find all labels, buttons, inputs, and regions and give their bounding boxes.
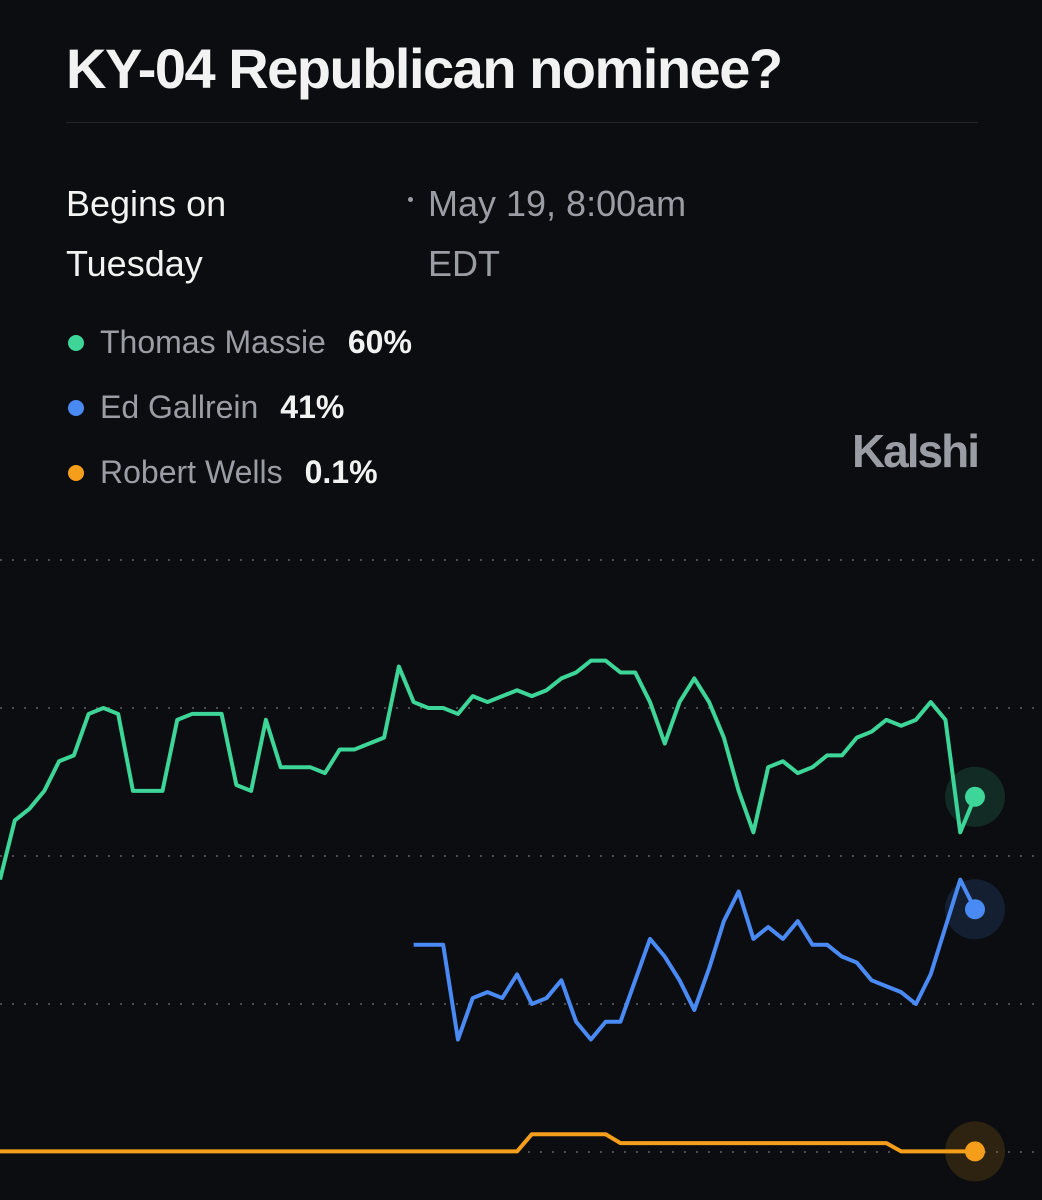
series-line — [0, 1132, 975, 1154]
end-dot — [965, 1141, 985, 1162]
legend-name: Ed Gallrein — [100, 389, 259, 425]
series-line — [413, 877, 977, 1042]
legend-dot — [68, 399, 84, 416]
series-line — [0, 658, 977, 881]
brand: Kalshi — [851, 425, 980, 477]
separator-dot — [408, 197, 413, 202]
title: KY-04 Republican nominee? — [66, 37, 783, 100]
legend-dot — [68, 464, 84, 481]
begins: Begins on Tuesday — [66, 183, 227, 284]
end-dot — [965, 899, 985, 920]
legend-name: Robert Wells — [100, 454, 283, 490]
legend-dot — [68, 334, 84, 351]
legend-value: 41% — [280, 389, 345, 425]
legend-item: Robert Wells 0.1% — [66, 440, 412, 505]
legend-name: Thomas Massie — [100, 324, 326, 360]
separator — [66, 122, 978, 123]
legend-item: Thomas Massie 60% — [66, 310, 412, 375]
legend: Thomas Massie 60% Ed Gallrein 41% Robert Wel… — [66, 310, 412, 505]
legend-item: Ed Gallrein 41% — [66, 375, 412, 440]
legend-value: 60% — [347, 324, 412, 360]
end-dot — [965, 786, 985, 807]
legend-value: 0.1% — [304, 454, 378, 490]
date: May 19, 8:00am EDT — [428, 183, 687, 284]
chart — [0, 559, 1042, 1182]
